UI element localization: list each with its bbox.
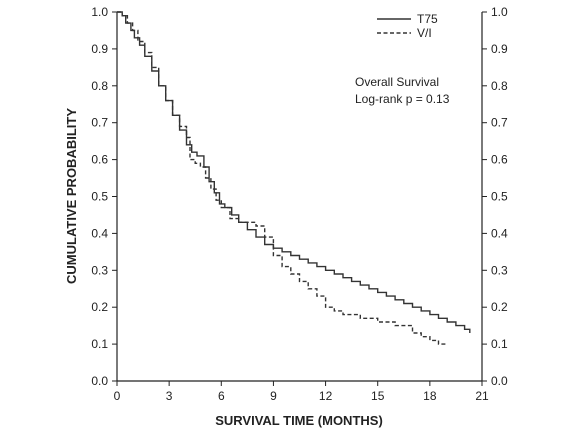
y-axis-title: CUMULATIVE PROBABILITY	[64, 108, 79, 284]
y-tick-label-right: 0.4	[491, 226, 508, 240]
x-tick-label: 12	[319, 389, 333, 403]
legend: T75 V/I	[377, 12, 438, 40]
y-tick-label-left: 0.6	[91, 153, 108, 167]
y-tick-label-right: 0.9	[491, 42, 508, 56]
y-tick-label-right: 0.8	[491, 79, 508, 93]
legend-label-t75: T75	[417, 12, 438, 26]
y-tick-label-left: 0.3	[91, 263, 108, 277]
x-tick-label: 9	[270, 389, 277, 403]
x-tick-label: 18	[423, 389, 437, 403]
y-tick-label-left: 0.9	[91, 42, 108, 56]
y-tick-label-right: 1.0	[491, 5, 508, 19]
y-tick-label-left: 0.7	[91, 116, 108, 130]
y-tick-label-right: 0.3	[491, 263, 508, 277]
x-tick-label: 21	[475, 389, 489, 403]
series-line-vi	[117, 11, 448, 345]
series-lines	[117, 11, 471, 345]
annotation-log-rank: Log-rank p = 0.13	[355, 92, 450, 106]
series-line-t75	[117, 11, 471, 333]
y-tick-label-right: 0.7	[491, 116, 508, 130]
x-tick-label: 15	[371, 389, 385, 403]
legend-label-vi: V/I	[417, 26, 432, 40]
y-tick-label-right: 0.2	[491, 300, 508, 314]
axes	[116, 12, 483, 382]
y-tick-label-left: 0.8	[91, 79, 108, 93]
y-tick-label-left: 1.0	[91, 5, 108, 19]
y-tick-label-right: 0.6	[491, 153, 508, 167]
x-tick-label: 6	[218, 389, 225, 403]
y-tick-label-left: 0.5	[91, 190, 108, 204]
ticks: 0 3 6 9 12 15 18 210.00.10.20.30.40.50.60.70.80…	[91, 5, 508, 403]
x-tick-label: 0	[114, 389, 121, 403]
y-tick-label-right: 0.0	[491, 374, 508, 388]
y-tick-label-left: 0.2	[91, 300, 108, 314]
x-tick-label: 3	[166, 389, 173, 403]
annotation-overall-survival: Overall Survival	[355, 75, 439, 89]
x-axis-title: SURVIVAL TIME (MONTHS)	[215, 413, 383, 428]
y-tick-label-left: 0.0	[91, 374, 108, 388]
y-tick-label-left: 0.1	[91, 337, 108, 351]
y-tick-label-right: 0.1	[491, 337, 508, 351]
y-tick-label-left: 0.4	[91, 226, 108, 240]
y-tick-label-right: 0.5	[491, 190, 508, 204]
